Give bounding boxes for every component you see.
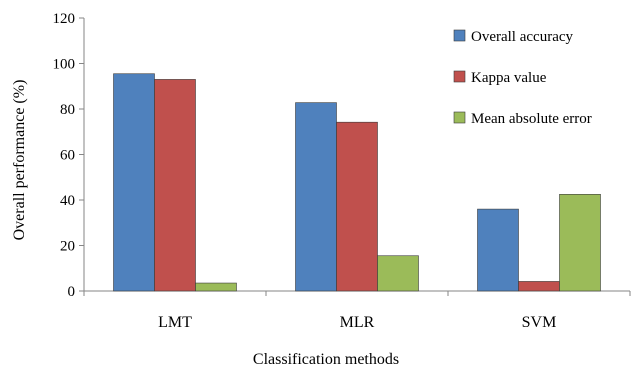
- bar-svm-overall-accuracy: [477, 208, 519, 292]
- bar-svm-kappa-value: [518, 281, 560, 292]
- y-tick-label: 40: [60, 193, 75, 209]
- y-tick-label: 100: [53, 57, 76, 73]
- bar-lmt-overall-accuracy: [113, 73, 155, 292]
- y-tick-label: 0: [68, 284, 76, 300]
- y-tick-label: 60: [60, 148, 75, 164]
- x-tick-label: MLR: [340, 314, 375, 331]
- y-tick-label: 120: [53, 11, 76, 27]
- legend-swatch: [453, 70, 466, 83]
- bar-mlr-kappa-value: [336, 121, 378, 292]
- y-axis-title-group: Overall performance (%): [11, 80, 28, 241]
- y-axis-title: Overall performance (%): [11, 80, 28, 241]
- legend-label: Kappa value: [471, 70, 547, 86]
- bar-mlr-overall-accuracy: [295, 102, 337, 292]
- x-tick-label: SVM: [522, 314, 557, 331]
- y-tick-label: 80: [60, 102, 75, 118]
- x-tick-label: LMT: [158, 314, 192, 331]
- x-axis-title: Classification methods: [253, 351, 399, 368]
- bar-lmt-kappa-value: [154, 79, 196, 292]
- bar-lmt-mean-absolute-error: [195, 282, 237, 292]
- legend: Overall accuracy Kappa value Mean absolute…: [453, 29, 592, 127]
- legend-swatch: [453, 29, 466, 42]
- bar-svm-mean-absolute-error: [559, 194, 601, 292]
- legend-label: Mean absolute error: [471, 111, 592, 127]
- legend-label: Overall accuracy: [471, 29, 574, 45]
- plot-area: 0 20 40 60 80 100 120 LMT MLR SVM: [53, 11, 631, 331]
- y-tick-label: 20: [60, 239, 75, 255]
- legend-swatch: [453, 111, 466, 124]
- bar-mlr-mean-absolute-error: [377, 255, 419, 292]
